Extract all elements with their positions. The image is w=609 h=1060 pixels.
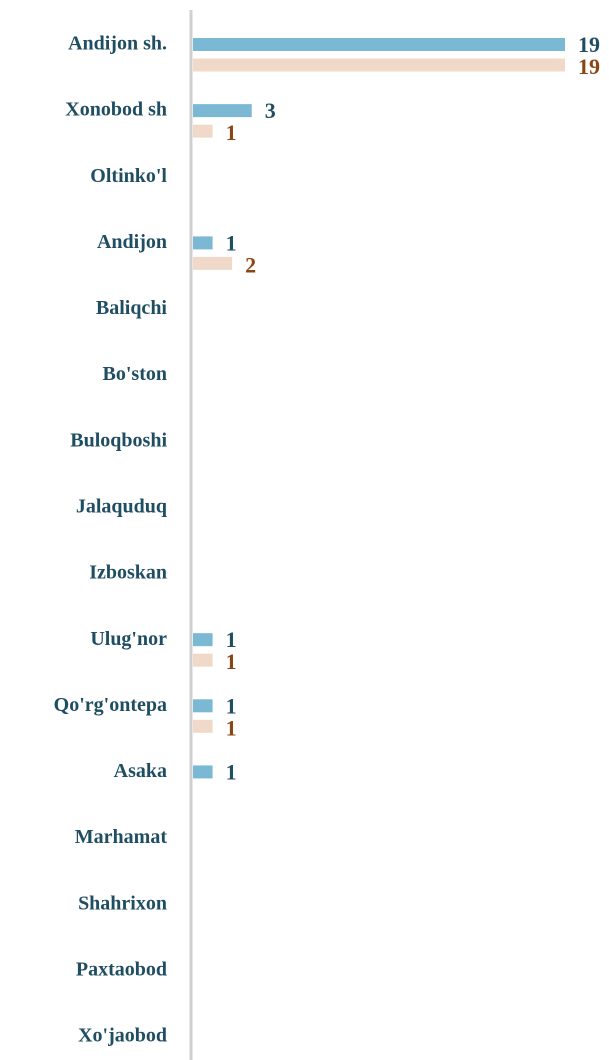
value-label: 1 [226, 230, 237, 255]
category-label: Asaka [114, 760, 167, 782]
bar [193, 719, 213, 733]
category-label: Bo'ston [103, 363, 167, 385]
bar [193, 104, 252, 118]
value-label: 2 [245, 252, 256, 277]
value-label: 1 [226, 649, 237, 674]
bar [193, 124, 213, 138]
bar [193, 633, 213, 647]
category-label: Baliqchi [96, 297, 168, 319]
category-label: Andijon sh. [68, 33, 167, 55]
bar [193, 256, 233, 270]
category-label: Paxtaobod [76, 958, 167, 980]
category-label: Andijon [97, 231, 167, 253]
category-label: Marhamat [75, 826, 168, 848]
bar [193, 653, 213, 667]
value-label: 1 [226, 759, 237, 784]
value-label: 3 [265, 98, 276, 123]
bar [193, 236, 213, 250]
value-label: 19 [578, 32, 600, 57]
value-label: 19 [578, 54, 600, 79]
bar [193, 38, 565, 51]
category-label: Izboskan [89, 562, 167, 584]
category-label: Xonobod sh [65, 99, 167, 121]
value-label: 1 [226, 120, 237, 145]
value-label: 1 [226, 627, 237, 652]
bar [193, 699, 213, 713]
category-label: Xo'jaobod [78, 1025, 167, 1047]
category-label: Jalaquduq [76, 496, 167, 518]
bar [193, 58, 565, 72]
value-label: 1 [226, 693, 237, 718]
value-label: 1 [226, 715, 237, 740]
category-label: Ulug'nor [90, 628, 167, 650]
category-label: Buloqboshi [70, 429, 167, 451]
category-label: Oltinko'l [90, 165, 167, 187]
bar [193, 765, 213, 779]
category-label: Qo'rg'ontepa [54, 694, 167, 716]
category-label: Shahrixon [78, 892, 167, 914]
